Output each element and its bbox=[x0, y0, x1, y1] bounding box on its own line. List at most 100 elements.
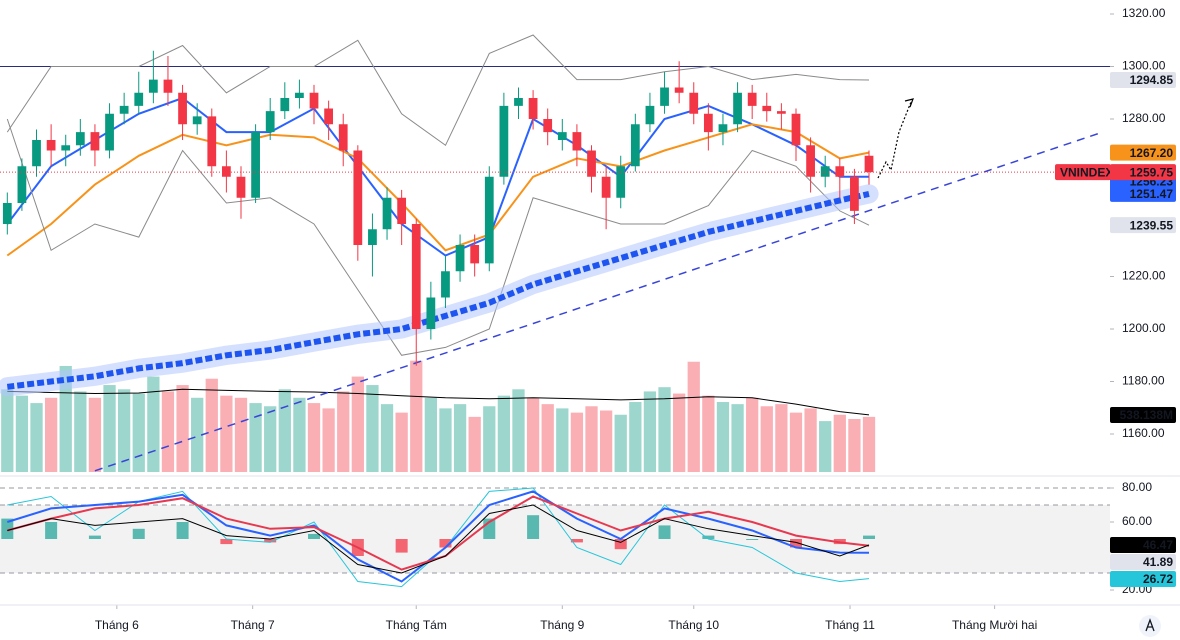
candle-body bbox=[251, 132, 260, 198]
histogram-bar bbox=[863, 535, 876, 539]
y-tick-label: 1200.00 bbox=[1122, 321, 1166, 335]
candle-body bbox=[864, 155, 874, 173]
price-tag-bg bbox=[1110, 72, 1176, 89]
volume-bar bbox=[746, 397, 759, 472]
price-tag: 538.138M bbox=[1120, 408, 1173, 422]
y-tick-label: 1300.00 bbox=[1122, 59, 1166, 73]
volume-bar bbox=[337, 391, 350, 472]
candle-body bbox=[528, 98, 538, 119]
volume-bar bbox=[497, 395, 511, 472]
volume-bar bbox=[687, 361, 700, 472]
candle-body bbox=[46, 140, 56, 151]
volume-bar bbox=[132, 393, 145, 472]
volume-bar bbox=[74, 391, 87, 472]
volume-bar bbox=[205, 378, 218, 472]
price-tag: 41.89 bbox=[1143, 555, 1173, 569]
volume-bar bbox=[264, 406, 277, 472]
trendline bbox=[94, 131, 1103, 472]
volume-bar bbox=[161, 391, 175, 472]
candle-body bbox=[309, 92, 319, 109]
volume-ma bbox=[7, 388, 870, 416]
volume-bar bbox=[15, 395, 29, 472]
candle-body bbox=[806, 145, 815, 177]
candle-body bbox=[236, 176, 246, 198]
volume-bar bbox=[789, 412, 803, 472]
histogram-bar bbox=[132, 528, 145, 539]
auto-button-icon[interactable] bbox=[1145, 618, 1155, 632]
candle-body bbox=[178, 92, 187, 125]
volume-bar bbox=[731, 404, 744, 472]
candle-body bbox=[148, 79, 158, 93]
projection-arrowhead bbox=[904, 98, 914, 108]
histogram-bar bbox=[220, 539, 233, 545]
x-tick-label: Tháng 9 bbox=[540, 618, 584, 632]
x-tick-label: Tháng 7 bbox=[231, 618, 275, 632]
histogram-bar bbox=[614, 539, 627, 550]
candle-body bbox=[368, 229, 377, 245]
volume-bar bbox=[307, 403, 321, 472]
candle-body bbox=[703, 113, 713, 133]
price-tag-bg bbox=[1110, 554, 1176, 571]
overlay-line bbox=[6, 123, 870, 257]
volume-bar bbox=[862, 416, 876, 472]
y-tick-label: 1320.00 bbox=[1122, 6, 1166, 20]
candle-body bbox=[207, 116, 217, 167]
candle-body bbox=[791, 113, 801, 146]
candle-body bbox=[455, 245, 465, 272]
volume-bar bbox=[44, 397, 58, 472]
price-tag: 1294.85 bbox=[1130, 73, 1174, 87]
price-tag-bg bbox=[1110, 164, 1176, 181]
volume-bar bbox=[483, 406, 496, 472]
volume-bar bbox=[88, 397, 102, 472]
candle-body bbox=[411, 224, 421, 329]
volume-bar bbox=[395, 412, 408, 472]
candle-body bbox=[32, 140, 41, 167]
y-tick-label: 1160.00 bbox=[1122, 426, 1165, 440]
volume-bar bbox=[410, 360, 423, 472]
oscillator-line bbox=[7, 504, 870, 574]
candle-body bbox=[75, 132, 85, 146]
volume-bar bbox=[804, 408, 817, 472]
price-tag-bg bbox=[1110, 406, 1176, 423]
candle-body bbox=[850, 176, 859, 211]
tag-name: VNINDEX bbox=[1060, 165, 1113, 179]
oscillator-pane bbox=[0, 487, 1110, 588]
candle-body bbox=[222, 166, 231, 177]
level-band bbox=[0, 505, 1110, 573]
candle-body bbox=[192, 116, 202, 125]
candle-body bbox=[543, 119, 553, 133]
candle-body bbox=[324, 108, 333, 125]
x-tick-label: Tháng 11 bbox=[825, 618, 875, 632]
candle-body bbox=[587, 150, 596, 177]
candle-body bbox=[557, 132, 567, 140]
candle-body bbox=[630, 124, 640, 167]
candle-body bbox=[2, 203, 12, 224]
histogram-bar bbox=[264, 539, 277, 543]
volume-bar bbox=[643, 391, 657, 472]
oscillator-line bbox=[7, 490, 870, 583]
ma-long bbox=[6, 190, 870, 390]
auto-button-bg[interactable] bbox=[1139, 615, 1161, 637]
volume-bar bbox=[512, 389, 525, 472]
x-tick-label: Tháng 6 bbox=[95, 618, 139, 632]
y-tick-label: 80.00 bbox=[1122, 480, 1152, 494]
price-tag: 1239.55 bbox=[1130, 218, 1174, 232]
price-pane bbox=[0, 34, 1110, 472]
candle-body bbox=[17, 166, 27, 203]
volume-bar bbox=[424, 397, 437, 472]
candle-body bbox=[762, 105, 772, 112]
volume-bar bbox=[629, 402, 642, 472]
volume-bar bbox=[380, 404, 394, 472]
volume-bar bbox=[176, 385, 189, 472]
volume-bar bbox=[541, 404, 554, 472]
volume-bar bbox=[819, 421, 832, 472]
histogram-bar bbox=[1, 518, 14, 539]
auto-scale-button[interactable] bbox=[1139, 615, 1161, 637]
volume-bar bbox=[30, 403, 43, 472]
volume-bar bbox=[702, 395, 715, 472]
candle-body bbox=[105, 113, 114, 151]
candle-body bbox=[426, 297, 436, 329]
volume-bar bbox=[103, 385, 116, 472]
histogram-bar bbox=[308, 533, 321, 539]
